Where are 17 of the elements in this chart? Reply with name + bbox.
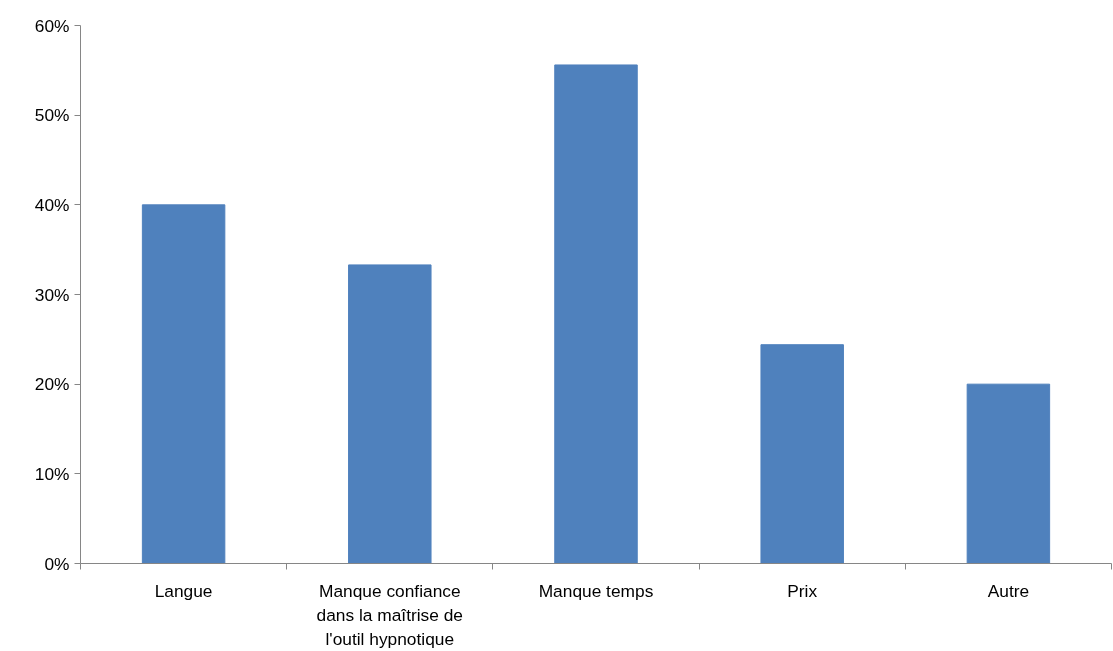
x-tick-label: Langue	[154, 580, 213, 601]
bar	[348, 264, 432, 564]
y-tick-label: 30%	[34, 284, 70, 305]
y-tick-label: 0%	[44, 553, 70, 574]
x-tick-label: Manque temps	[538, 580, 654, 601]
x-tick-label: Prix	[787, 580, 818, 601]
y-tick-label: 60%	[34, 15, 70, 36]
bar	[760, 344, 844, 564]
bar	[141, 204, 226, 564]
y-tick-label: 50%	[34, 105, 70, 126]
x-tick-label: Manque confiance dans la maîtrise de l'outil hypnotique	[316, 580, 464, 649]
y-tick-label: 20%	[34, 374, 70, 395]
y-tick-label: 10%	[34, 463, 70, 484]
bar	[966, 383, 1051, 564]
x-tick-label: Autre	[987, 580, 1030, 601]
y-tick-label: 40%	[34, 194, 70, 215]
bar	[554, 64, 638, 564]
